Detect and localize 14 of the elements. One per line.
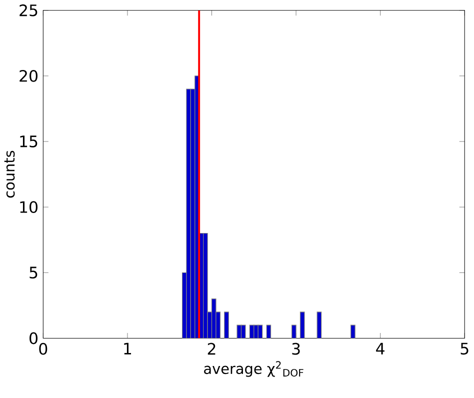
x-tick-label: 1 xyxy=(124,342,132,354)
x-tick-label: 3 xyxy=(292,342,300,355)
y-tick-label: 10 xyxy=(20,200,38,213)
y-tick-label: 20 xyxy=(20,70,38,82)
x-tick-label: 0 xyxy=(39,342,48,355)
y-tick-label: 25 xyxy=(20,4,38,16)
y-axis-title: counts xyxy=(4,150,15,198)
x-axis-title: average χ$^{2}$DOF xyxy=(204,361,304,377)
y-tick-label: 5 xyxy=(30,266,38,278)
y-tick-label: 0 xyxy=(30,332,38,344)
x-tick-label: 5 xyxy=(460,342,468,354)
y-tick-label: 15 xyxy=(20,135,38,148)
x-tick-label: 2 xyxy=(208,342,216,354)
x-tick-label: 4 xyxy=(376,342,384,354)
